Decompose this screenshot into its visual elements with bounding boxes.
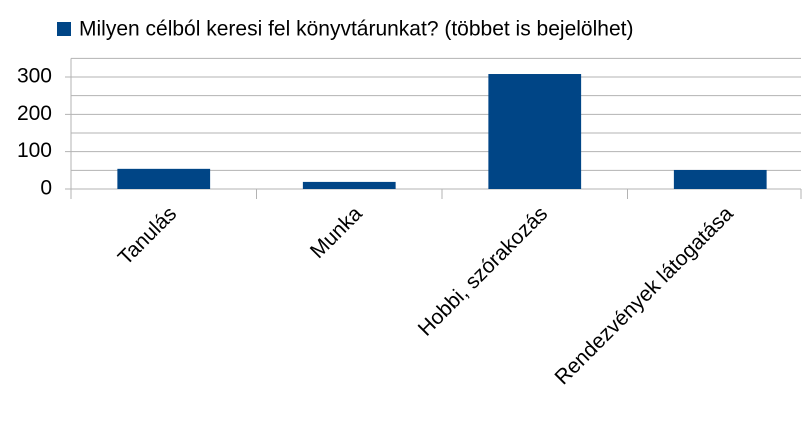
legend-swatch [57,22,71,36]
bar [302,181,396,189]
y-tick-label: 0 [40,177,52,200]
y-tick-label: 100 [17,139,52,162]
legend-label: Milyen célból keresi fel könyvtárunkat? … [79,18,633,41]
bar [117,168,211,189]
y-tick-label: 300 [17,65,52,88]
y-tick-label: 200 [17,102,52,125]
bar [488,74,582,189]
bar [673,169,767,189]
